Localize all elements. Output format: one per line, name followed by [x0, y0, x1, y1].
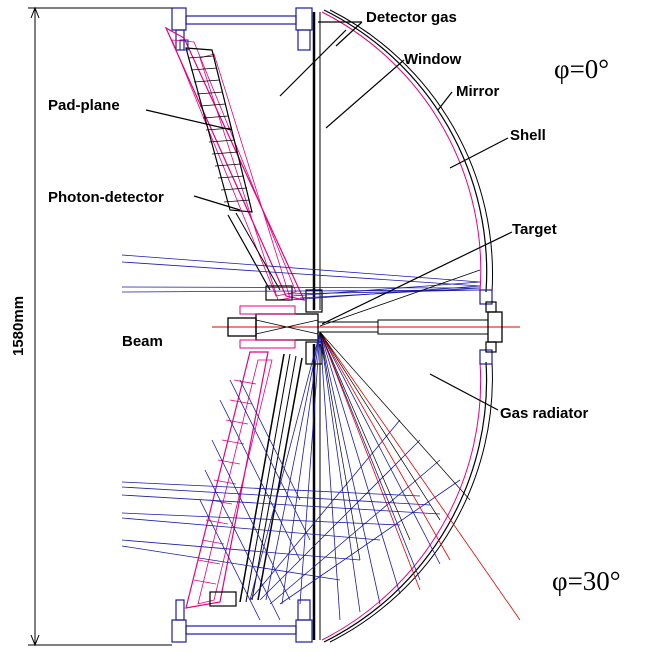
label-gas-radiator: Gas radiator — [500, 405, 589, 422]
dimension-line — [28, 6, 172, 647]
label-shell: Shell — [510, 127, 546, 144]
label-beam: Beam — [122, 333, 163, 350]
lower-photon-detector — [185, 351, 303, 609]
label-photon-detector: Photon-detector — [48, 189, 164, 206]
label-target: Target — [512, 221, 557, 238]
angle-top: φ=0° — [554, 54, 609, 84]
lower-frame — [171, 341, 497, 643]
leader-lines — [145, 21, 513, 411]
label-mirror: Mirror — [456, 83, 500, 100]
lower-rays — [121, 331, 521, 621]
label-pad-plane: Pad-plane — [48, 97, 120, 114]
label-detector-gas: Detector gas — [366, 9, 457, 26]
upper-rays — [121, 254, 481, 327]
upper-photon-detector — [164, 26, 306, 301]
label-window: Window — [404, 51, 462, 68]
beam-line — [212, 305, 520, 349]
angle-bottom: φ=30° — [552, 566, 621, 596]
dimension-label: 1580mm — [10, 296, 27, 356]
